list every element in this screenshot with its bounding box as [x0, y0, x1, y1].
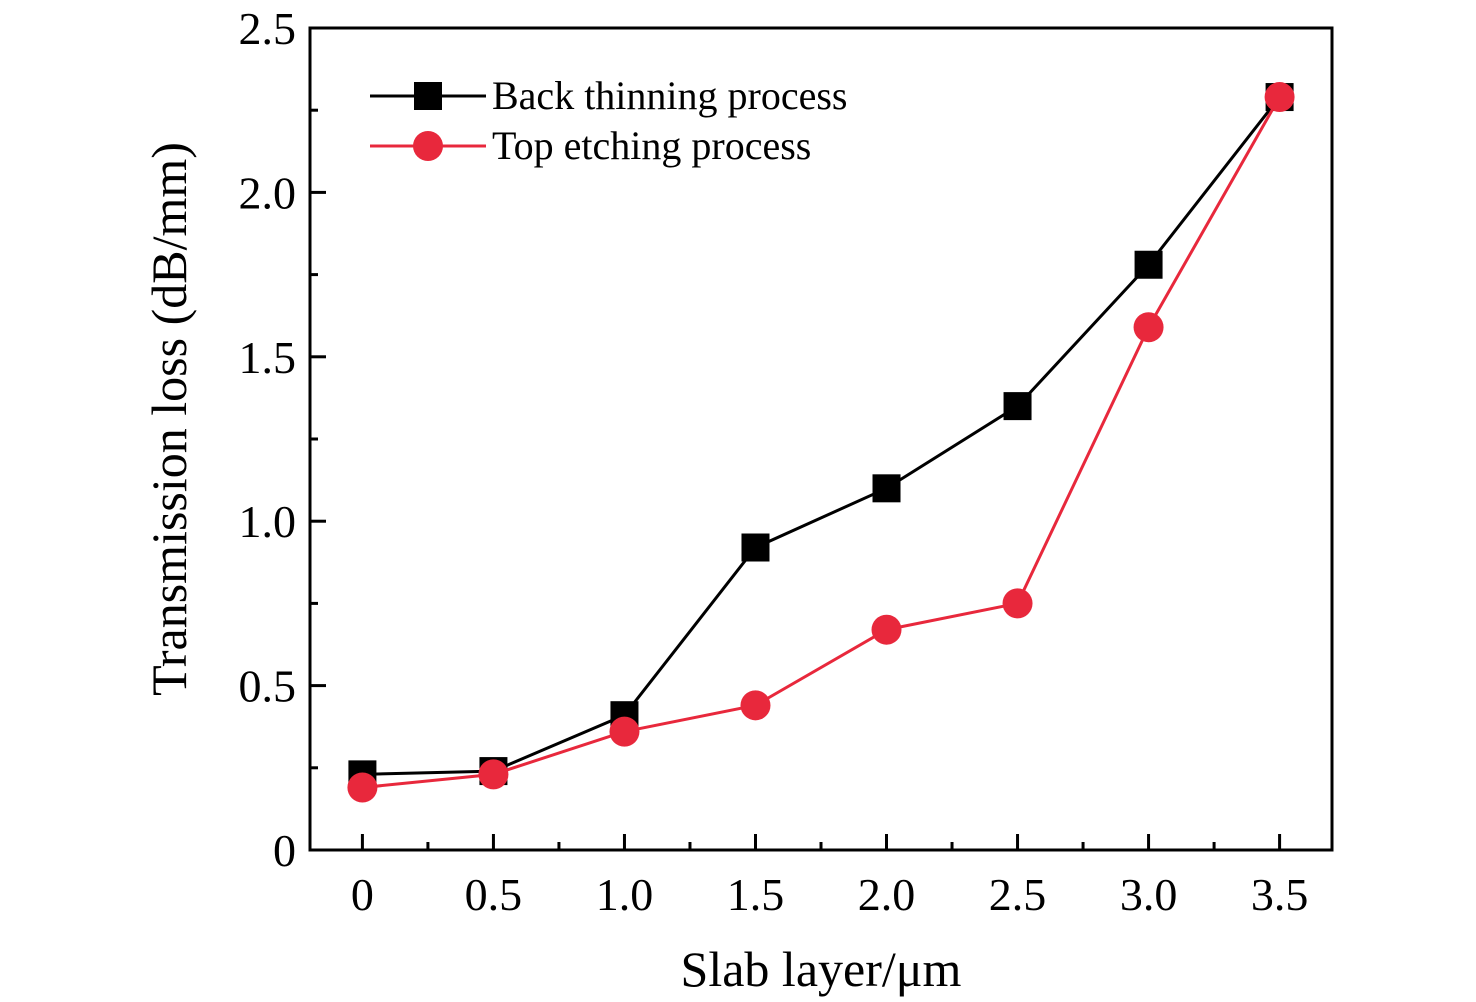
data-point [609, 716, 640, 747]
y-tick-label: 2.0 [239, 167, 297, 218]
x-tick-label: 3.5 [1251, 869, 1309, 920]
data-point [741, 533, 770, 562]
series-back-thinning [348, 83, 1294, 789]
x-axis-label: Slab layer/μm [681, 941, 962, 997]
data-point [1264, 82, 1295, 113]
series-line [362, 96, 1281, 790]
x-tick-label: 1.0 [596, 869, 654, 920]
x-tick-label: 0.5 [465, 869, 523, 920]
legend-marker [414, 82, 442, 110]
legend-label: Back thinning process [492, 73, 848, 118]
x-tick-label: 1.5 [727, 869, 785, 920]
series-line [362, 96, 1281, 776]
y-tick-label: 0.5 [239, 661, 297, 712]
y-axis-label: Transmission loss (dB/mm) [141, 142, 197, 696]
data-point [1002, 588, 1033, 619]
data-point [1133, 312, 1164, 343]
data-point [1134, 250, 1163, 279]
x-tick-label: 3.0 [1120, 869, 1178, 920]
series-top-etching [347, 82, 1295, 803]
y-tick-label: 1.0 [239, 496, 297, 547]
x-tick-label: 0 [351, 869, 374, 920]
tick-labels: 0 0.5 1.0 1.5 2.0 2.5 3.0 3.5 0 0.5 1.0 1.5 2.0 2.5 [239, 3, 1309, 920]
data-point [871, 614, 902, 645]
data-point [872, 474, 901, 503]
y-tick-label: 1.5 [239, 332, 297, 383]
data-point [1003, 392, 1032, 421]
y-tick-label: 2.5 [239, 3, 297, 54]
x-tick-label: 2.0 [858, 869, 916, 920]
legend-marker [413, 131, 443, 161]
series-layer [347, 82, 1295, 803]
plot-frame [308, 26, 1334, 852]
data-point [740, 690, 771, 721]
legend-entry: Back thinning process [370, 73, 848, 118]
legend-entry: Top etching process [370, 123, 811, 168]
data-point [478, 759, 509, 790]
legend-label: Top etching process [492, 123, 811, 168]
y-tick-label: 0 [273, 825, 296, 876]
legend: Back thinning process Top etching process [370, 73, 848, 168]
x-tick-label: 2.5 [989, 869, 1047, 920]
data-point [347, 772, 378, 803]
